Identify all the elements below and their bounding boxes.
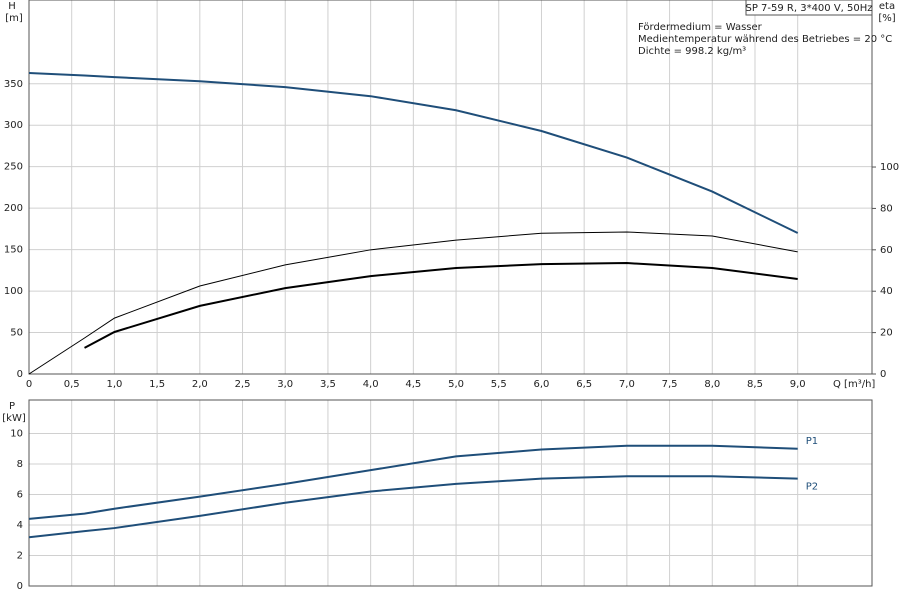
series-label: P2 (806, 482, 818, 493)
y-axis-label: H (8, 1, 16, 12)
x-tick-label: 4,5 (405, 379, 421, 390)
curve (28, 71, 799, 234)
annotation: Dichte = 998.2 kg/m³ (638, 46, 746, 57)
y2-tick-label: 0 (880, 369, 886, 380)
series-label: P1 (806, 436, 818, 447)
curve (28, 231, 798, 375)
x-tick-label: 2,5 (235, 379, 251, 390)
y2-tick-label: 60 (880, 245, 893, 256)
x-tick-label: 3,5 (320, 379, 336, 390)
y-tick-label: 0 (17, 581, 23, 592)
y-tick-label: 350 (4, 79, 23, 90)
x-tick-label: 8,0 (704, 379, 720, 390)
y2-tick-label: 40 (880, 286, 893, 297)
y-tick-label: 0 (17, 369, 23, 380)
curve (84, 262, 798, 349)
y2-tick-label: 20 (880, 328, 893, 339)
y-tick-label: 10 (10, 429, 23, 440)
x-tick-label: 2,0 (192, 379, 208, 390)
x-tick-label: 9,0 (790, 379, 806, 390)
x-tick-label: 4,0 (363, 379, 379, 390)
plot-frame (28, 0, 873, 375)
x-tick-label: 6,5 (576, 379, 592, 390)
title-box (745, 0, 873, 16)
x-tick-label: 3,0 (277, 379, 293, 390)
annotation: Medientemperatur während des Betriebes =… (638, 34, 892, 45)
y-tick-label: 4 (17, 520, 23, 531)
y-tick-label: 250 (4, 162, 23, 173)
y-axis-label: P (9, 401, 15, 412)
curve (28, 444, 798, 520)
x-tick-label: 0,5 (64, 379, 80, 390)
x-tick-label: 1,0 (106, 379, 122, 390)
y2-axis-label: eta (879, 1, 895, 12)
curve (28, 475, 798, 539)
x-tick-label: 0 (26, 379, 32, 390)
x-axis-label: Q [m³/h] (833, 379, 875, 390)
x-tick-label: 6,0 (534, 379, 550, 390)
y-tick-label: 150 (4, 245, 23, 256)
y-tick-label: 200 (4, 203, 23, 214)
x-tick-label: 1,5 (149, 379, 165, 390)
y-tick-label: 100 (4, 286, 23, 297)
y-tick-label: 300 (4, 120, 23, 131)
chart-title: SP 7-59 R, 3*400 V, 50Hz (745, 3, 872, 14)
annotation: Fördermedium = Wasser (638, 22, 763, 33)
x-tick-label: 7,0 (619, 379, 635, 390)
y-tick-label: 2 (17, 551, 23, 562)
x-tick-label: 5,0 (448, 379, 464, 390)
y2-axis-unit: [%] (878, 13, 895, 24)
y2-tick-label: 100 (880, 162, 899, 173)
plot-frame (28, 399, 873, 587)
y-axis-unit: [m] (5, 13, 23, 24)
y2-tick-label: 80 (880, 203, 893, 214)
y-tick-label: 6 (17, 490, 23, 501)
y-tick-label: 50 (10, 328, 23, 339)
x-tick-label: 5,5 (491, 379, 507, 390)
y-axis-unit: [kW] (2, 413, 26, 424)
x-tick-label: 7,5 (662, 379, 678, 390)
y-tick-label: 8 (17, 459, 23, 470)
x-tick-label: 8,5 (747, 379, 763, 390)
